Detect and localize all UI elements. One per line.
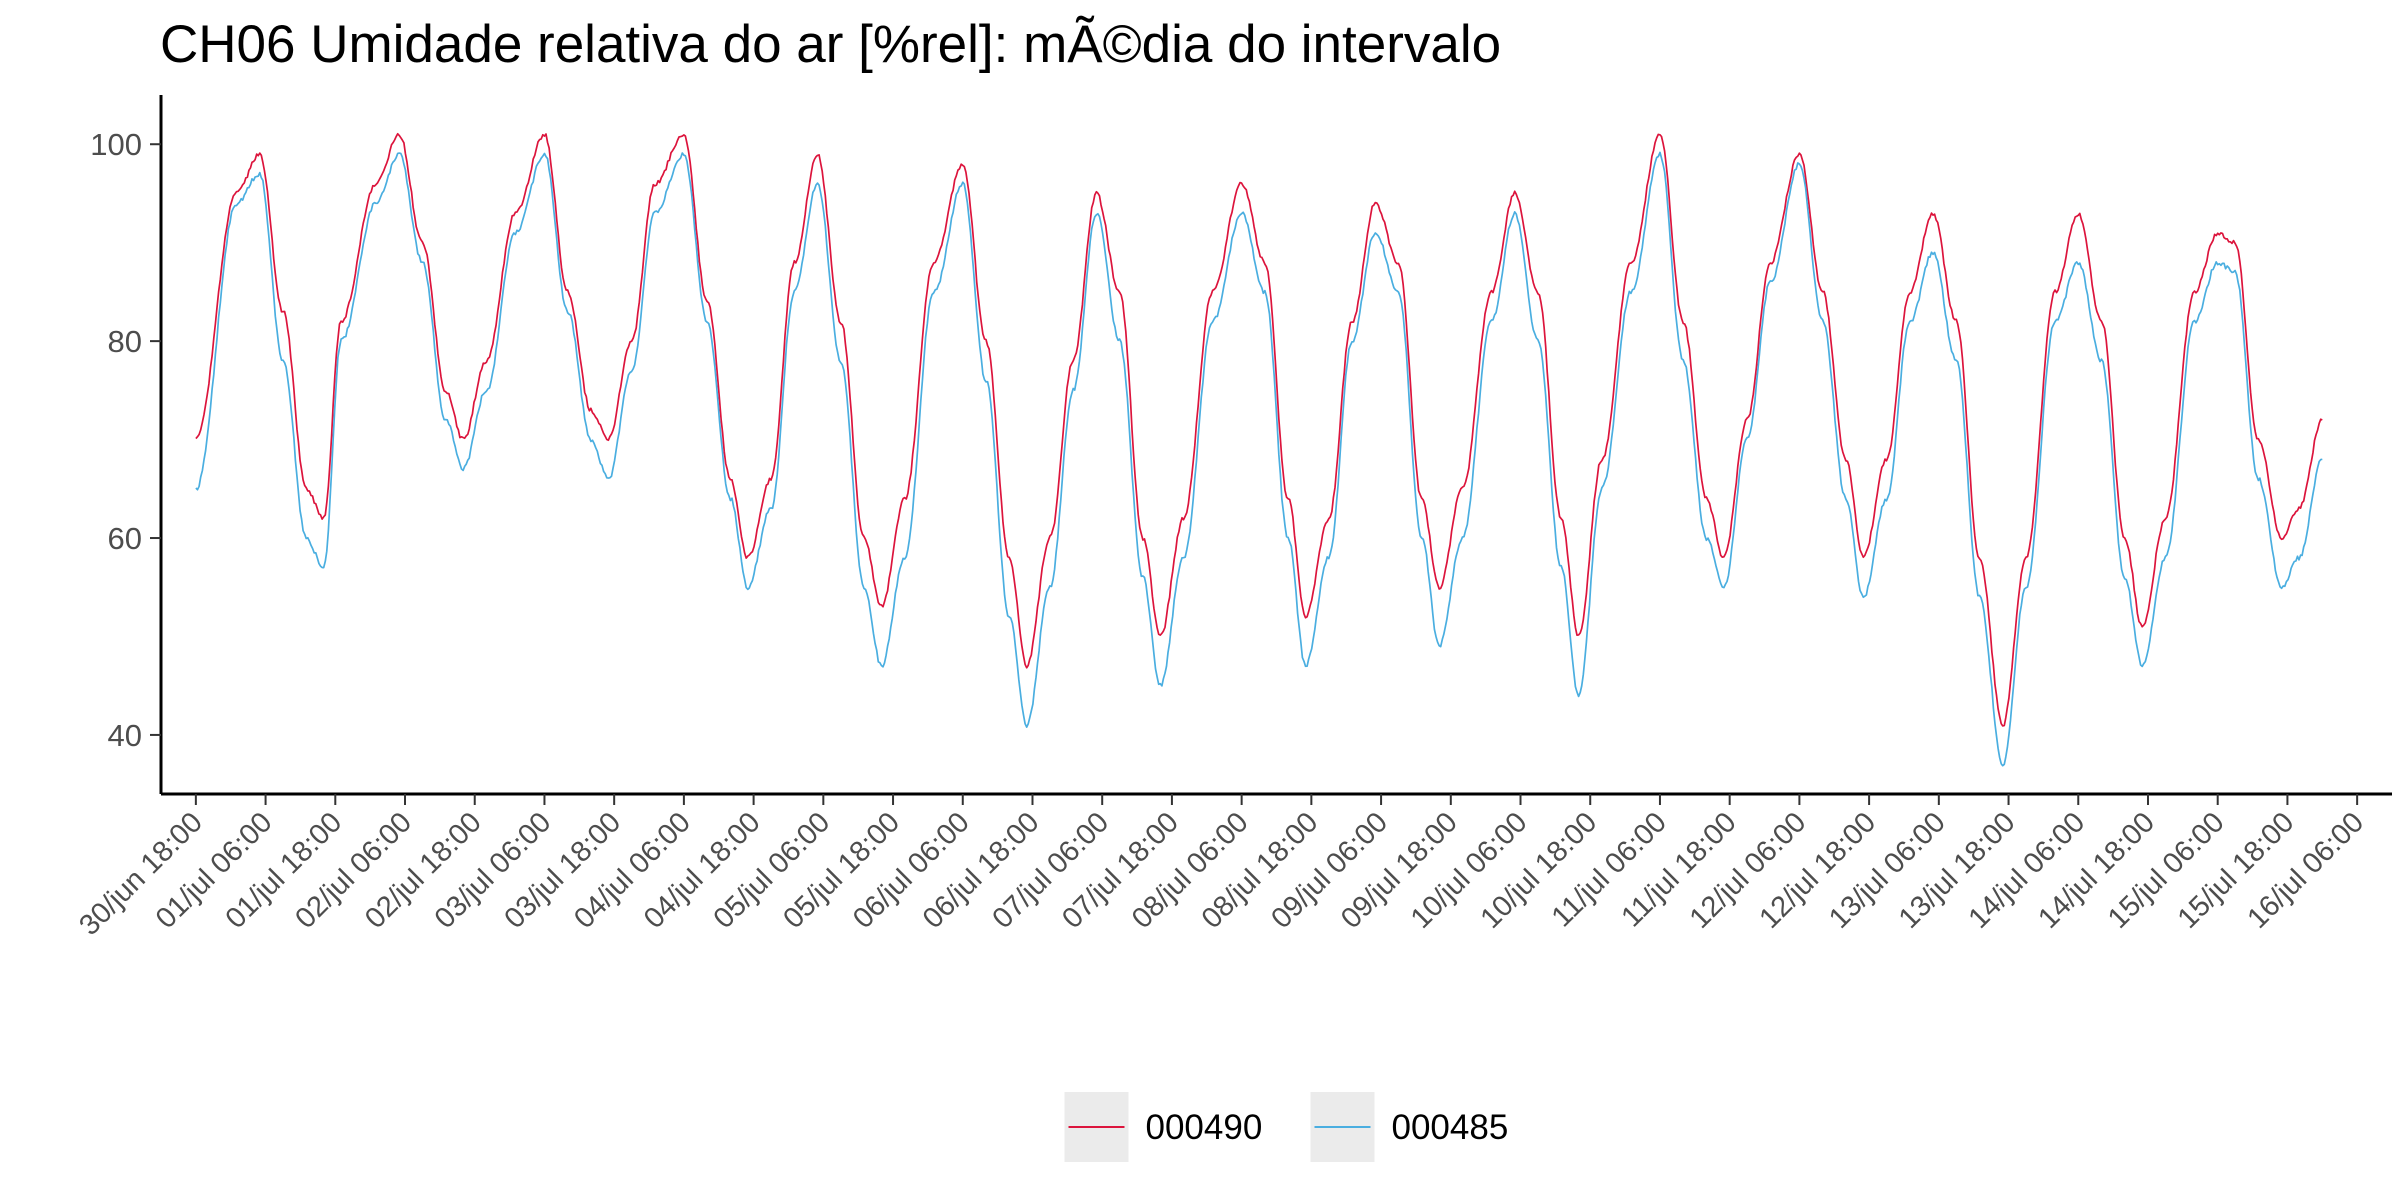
series-lines xyxy=(195,132,2323,767)
legend: 000490 000485 xyxy=(1064,1092,1509,1162)
legend-label-000485: 000485 xyxy=(1392,1108,1509,1147)
y-tick-label: 40 xyxy=(108,718,142,753)
series-line-000485 xyxy=(195,151,2323,767)
legend-label-000490: 000490 xyxy=(1146,1108,1263,1147)
series-line-000490 xyxy=(195,132,2323,727)
y-tick-label: 100 xyxy=(90,127,142,162)
y-tick-label: 60 xyxy=(108,521,142,556)
y-tick-label: 80 xyxy=(108,324,142,359)
chart-title: CH06 Umidade relativa do ar [%rel]: mÃ©d… xyxy=(160,15,1502,74)
axes xyxy=(159,95,2392,796)
y-axis-ticks: 40 60 80 100 xyxy=(90,127,161,753)
